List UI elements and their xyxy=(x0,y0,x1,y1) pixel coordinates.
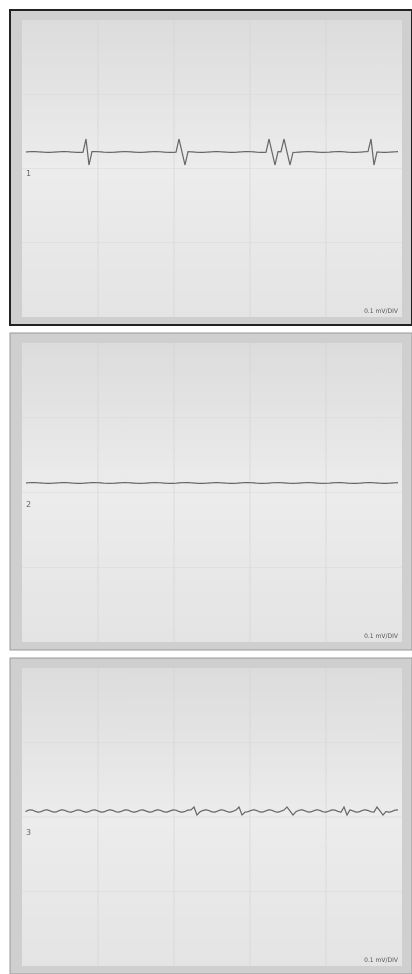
channel-label: 2 xyxy=(26,500,31,509)
oscilloscope-screens: 1 0.1 mV/DIV 2 0.1 mV/DIV 3 0.1 mV/DIV xyxy=(0,0,412,974)
channel-label: 1 xyxy=(26,169,31,178)
scale-label: 0.1 mV/DIV xyxy=(364,633,399,640)
screen-panel: 3 0.1 mV/DIV xyxy=(10,658,412,974)
screen-panel: 2 0.1 mV/DIV xyxy=(10,333,412,650)
page: {"panels": [ {"channel": "1", "scale": "… xyxy=(0,0,412,974)
channel-label: 3 xyxy=(26,828,31,837)
scale-label: 0.1 mV/DIV xyxy=(364,957,399,964)
scale-label: 0.1 mV/DIV xyxy=(364,308,399,315)
screen-panel: 1 0.1 mV/DIV xyxy=(10,10,412,325)
